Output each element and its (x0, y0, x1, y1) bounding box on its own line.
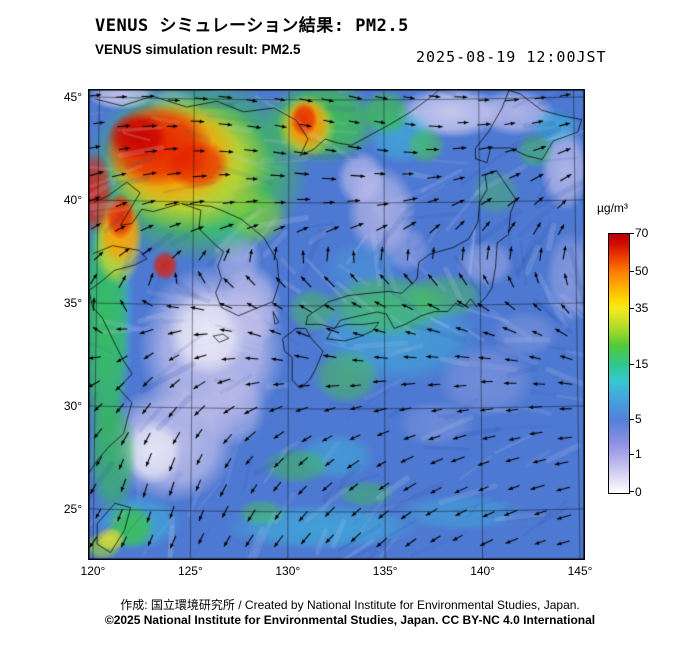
colorbar-tick-mark (629, 270, 634, 272)
page-title-japanese: VENUS シミュレーション結果: PM2.5 (95, 16, 409, 36)
colorbar-tick-label: 35 (635, 301, 649, 316)
lon-tick-label: 125° (177, 564, 203, 578)
lon-tick-label: 140° (470, 564, 496, 578)
lat-tick-label: 30° (63, 398, 82, 413)
colorbar-tick-mark (629, 233, 634, 234)
lon-tick-label: 135° (372, 564, 398, 578)
colorbar-tick-label: 1 (635, 447, 642, 462)
colorbar-tick-mark (629, 363, 634, 365)
page-title-english: VENUS simulation result: PM2.5 (95, 42, 301, 57)
colorbar-tick-label: 50 (635, 263, 649, 278)
colorbar-tick-mark (629, 308, 634, 310)
credit-line: 作成: 国立環境研究所 / Created by National Instit… (120, 598, 580, 612)
pm25-concentration-map (88, 89, 585, 560)
lon-tick-label: 120° (80, 564, 106, 578)
lat-tick-label: 35° (63, 295, 82, 310)
copyright-line: ©2025 National Institute for Environment… (104, 613, 596, 627)
colorbar-tick-label: 15 (635, 356, 649, 371)
lat-tick-label: 45° (63, 89, 82, 104)
lon-tick-label: 130° (275, 564, 301, 578)
map-area (88, 89, 585, 560)
colorbar-tick-mark (629, 419, 634, 421)
pm25-colorbar (608, 233, 630, 494)
colorbar-unit-label: µg/m³ (597, 201, 628, 215)
colorbar-tick-label: 5 (635, 412, 642, 427)
colorbar-tick-mark (629, 491, 634, 492)
colorbar-tick-label: 0 (635, 485, 642, 499)
lat-tick-label: 25° (63, 501, 82, 516)
colorbar-tick-mark (629, 454, 634, 456)
simulation-datetime: 2025-08-19 12:00JST (416, 48, 607, 66)
colorbar-tick-label: 70 (635, 226, 649, 240)
lon-tick-label: 145° (567, 564, 593, 578)
lat-tick-label: 40° (63, 192, 82, 207)
